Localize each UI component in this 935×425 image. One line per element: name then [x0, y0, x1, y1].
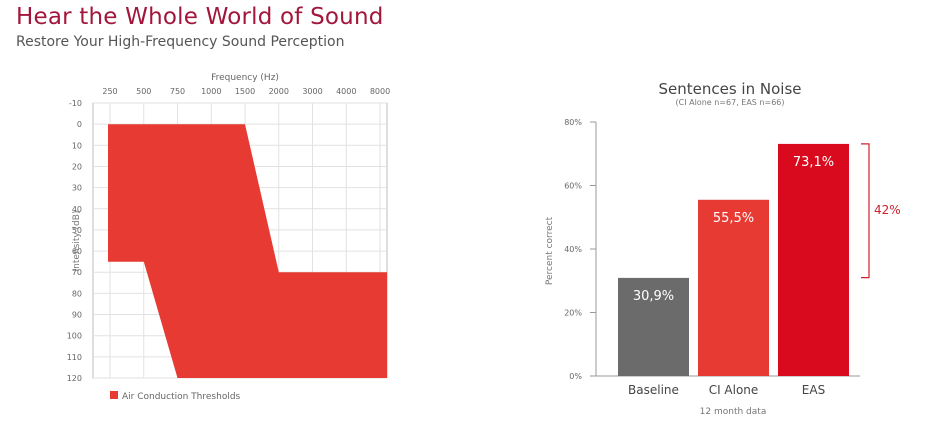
- audiogram-x-tick-label: 4000: [336, 87, 356, 96]
- bar-chart-title: Sentences in Noise: [659, 80, 802, 98]
- audiogram-y-tick-label: 70: [72, 268, 82, 277]
- bar-category-label: EAS: [802, 383, 825, 397]
- bar-y-tick-label: 60%: [564, 182, 582, 191]
- audiogram-y-axis-title: Intensity (dB): [72, 211, 82, 272]
- audiogram-y-tick-label: 50: [72, 226, 82, 235]
- bar-y-tick-label: 40%: [564, 245, 582, 254]
- audiogram-y-tick-label: 60: [72, 247, 82, 256]
- audiogram-y-tick-label: 40: [72, 205, 82, 214]
- improvement-label: 42%: [874, 203, 901, 217]
- legend-label: Air Conduction Thresholds: [122, 392, 241, 402]
- bar-category-label: Baseline: [628, 383, 679, 397]
- bar-y-tick-label: 20%: [564, 309, 582, 318]
- audiogram-x-tick-label: 1000: [201, 87, 221, 96]
- bar-x-axis-title: 12 month data: [700, 407, 767, 417]
- bar-y-tick-label: 0%: [569, 372, 582, 381]
- audiogram-x-tick-label: 1500: [235, 87, 255, 96]
- audiogram-threshold-region: [108, 124, 387, 378]
- bar-value-label: 73,1%: [793, 155, 834, 170]
- audiogram-y-tick-label: 10: [72, 141, 82, 150]
- audiogram-y-tick-label: 0: [77, 120, 82, 129]
- bar-value-label: 55,5%: [713, 211, 754, 226]
- audiogram-x-tick-label: 2000: [269, 87, 289, 96]
- audiogram-x-tick-label: 500: [136, 87, 151, 96]
- audiogram-x-tick-label: 250: [102, 87, 117, 96]
- bar-baseline: [618, 277, 689, 376]
- bar-ci-alone: [698, 199, 769, 376]
- audiogram-y-tick-label: 100: [67, 332, 82, 341]
- audiogram-x-tick-label: 3000: [302, 87, 322, 96]
- audiogram-x-tick-label: 8000: [370, 87, 390, 96]
- audiogram-y-tick-label: 20: [72, 162, 82, 171]
- audiogram-y-tick-label: 90: [72, 311, 82, 320]
- bar-chart-subtitle: (CI Alone n=67, EAS n=66): [676, 98, 785, 107]
- bar-value-label: 30,9%: [633, 289, 674, 304]
- audiogram-y-tick-label: 110: [67, 353, 82, 362]
- audiogram-y-tick-label: 120: [67, 374, 82, 383]
- audiogram-x-axis-title: Frequency (Hz): [211, 73, 279, 83]
- bar-y-axis-title: Percent correct: [545, 216, 555, 285]
- page-subtitle: Restore Your High-Frequency Sound Percep…: [16, 34, 345, 50]
- audiogram-x-tick-label: 750: [170, 87, 185, 96]
- legend-swatch: [110, 391, 118, 399]
- audiogram-y-tick-label: -10: [69, 99, 82, 108]
- bar-eas: [778, 143, 849, 376]
- bar-category-label: CI Alone: [709, 383, 759, 397]
- page-title: Hear the Whole World of Sound: [16, 4, 384, 30]
- audiogram-y-tick-label: 30: [72, 184, 82, 193]
- audiogram-y-tick-label: 80: [72, 289, 82, 298]
- bar-y-tick-label: 80%: [564, 118, 582, 127]
- improvement-bracket: [861, 143, 870, 279]
